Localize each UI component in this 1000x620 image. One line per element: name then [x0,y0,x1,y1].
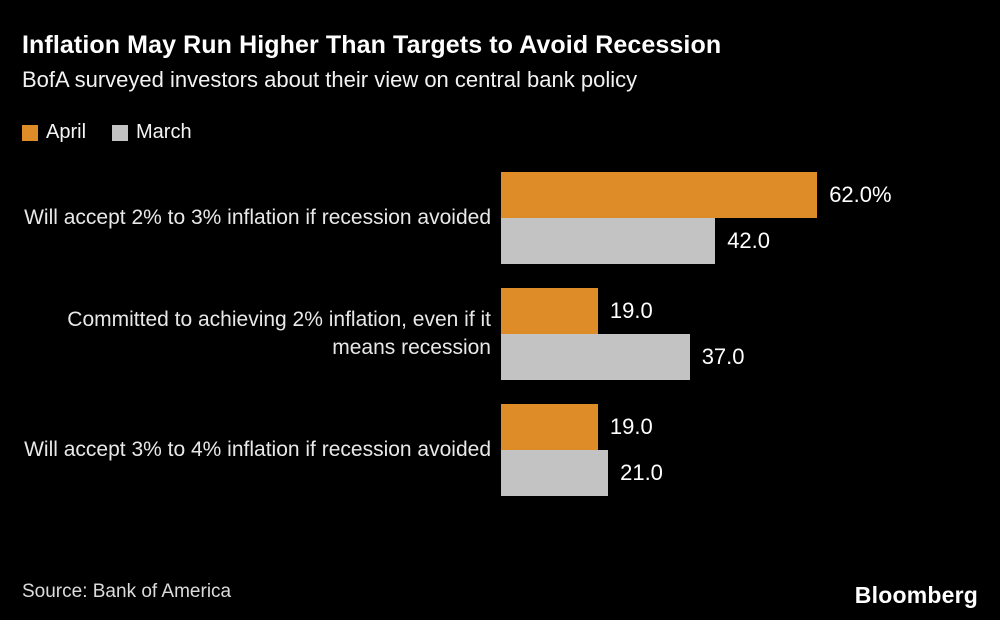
bar-group-2: Committed to achieving 2% inflation, eve… [0,288,1000,380]
bloomberg-logo: Bloomberg [854,582,978,608]
april-value-label: 19.0 [609,414,653,439]
april-bar [501,172,818,218]
chart-title: Inflation May Run Higher Than Targets to… [22,31,722,59]
march-value-label: 42.0 [727,228,771,253]
legend-label-april: April [46,121,87,143]
march-value-label: 21.0 [620,460,663,485]
april-value-label: 62.0% [829,182,892,207]
april-bar [501,288,598,334]
march-bar [501,334,690,380]
march-swatch-icon [112,124,129,141]
march-bar [501,450,609,496]
legend-label-march: March [136,121,192,143]
march-value-label: 37.0 [701,344,745,369]
plot-area: Will accept 2% to 3% inflation if recess… [0,172,1000,496]
legend-item-march: March [112,121,192,144]
april-value-label: 19.0 [609,298,653,323]
category-label: Will accept 2% to 3% inflation if recess… [24,206,491,229]
march-bar [501,218,716,264]
category-label: Will accept 3% to 4% inflation if recess… [24,438,491,461]
bar-group-1: Will accept 2% to 3% inflation if recess… [0,172,1000,264]
april-bar [501,404,598,450]
april-swatch-icon [22,124,38,141]
bar-group-3: Will accept 3% to 4% inflation if recess… [0,404,1000,496]
legend-item-april: April [22,121,86,144]
legend: April March [22,121,192,144]
category-label: Committed to achieving 2% inflation, eve… [67,308,491,359]
chart-subtitle: BofA surveyed investors about their view… [22,67,638,92]
source-note: Source: Bank of America [22,581,232,602]
